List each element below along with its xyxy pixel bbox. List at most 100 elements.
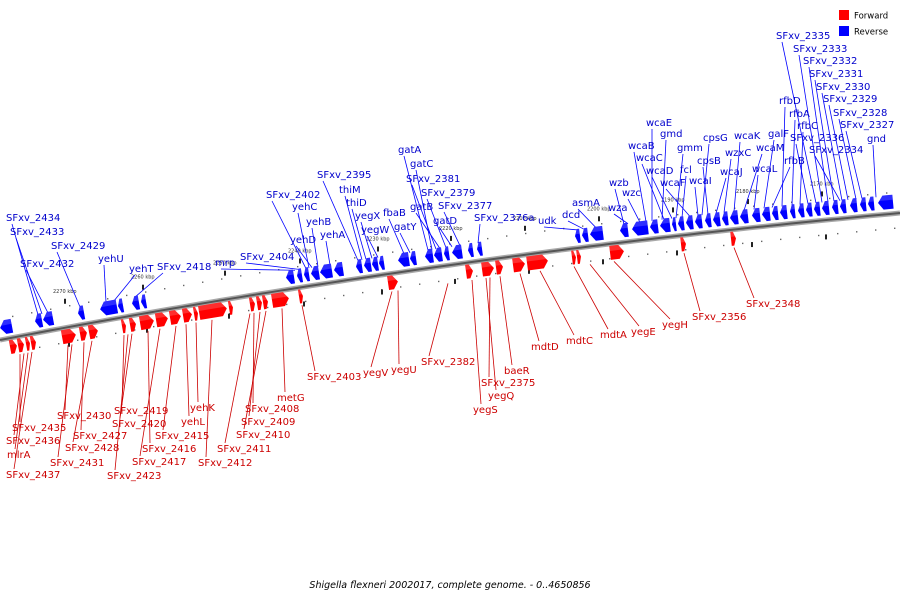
- reverse-gene-arrow: [132, 295, 141, 310]
- reverse-gene-label: SFxv_2328: [833, 108, 887, 119]
- forward-connector-line: [13, 353, 25, 436]
- forward-gene-arrow: [495, 260, 503, 275]
- reverse-gene-arrow: [43, 311, 55, 326]
- forward-gene-arrow: [16, 338, 24, 353]
- scale-dot-upper: [810, 199, 812, 202]
- reverse-connector-line: [845, 130, 863, 199]
- forward-gene-label: yegS: [473, 405, 498, 416]
- reverse-gene-arrow: [660, 217, 671, 233]
- forward-gene-label: metG: [277, 393, 305, 404]
- forward-gene-label: SFxv_2410: [236, 430, 290, 441]
- tick-mark: [142, 284, 144, 290]
- reverse-connector-line: [665, 188, 691, 217]
- scale-dot-lower: [552, 265, 554, 267]
- scale-dot-upper: [411, 248, 413, 251]
- reverse-gene-arrow: [452, 244, 463, 260]
- reverse-gene-arrow: [678, 216, 685, 231]
- forward-gene-arrow: [481, 261, 494, 277]
- reverse-gene-arrow: [379, 255, 386, 270]
- scale-dot-lower: [476, 275, 478, 277]
- reverse-gene-arrow: [410, 250, 417, 266]
- forward-gene-arrow: [181, 308, 192, 323]
- tick-label: 2200 kbp: [587, 206, 611, 212]
- legend-forward-swatch: [839, 10, 849, 20]
- forward-gene-label: SFxv_2375: [481, 378, 535, 389]
- reverse-connector-line: [388, 218, 405, 254]
- scale-dot-upper: [240, 275, 242, 277]
- legend-forward-label: Forward: [854, 12, 888, 22]
- reverse-gene-label: yehT: [129, 264, 154, 275]
- scale-dot-upper: [487, 237, 489, 240]
- scale-dot-upper: [88, 301, 90, 303]
- reverse-gene-arrow: [356, 258, 364, 274]
- forward-gene-arrow-highlight: [198, 302, 227, 312]
- reverse-gene-arrow-highlight: [310, 265, 319, 272]
- scale-dot-lower: [837, 232, 839, 235]
- legend-reverse-swatch: [839, 26, 849, 36]
- reverse-gene-label: wcaE: [646, 118, 672, 129]
- reverse-gene-arrow-highlight: [574, 228, 580, 235]
- forward-gene-label: SFxv_2423: [107, 471, 161, 482]
- reverse-gene-label: gmm: [677, 143, 703, 154]
- scale-dot-upper: [126, 294, 128, 297]
- forward-gene-arrow-highlight: [16, 338, 24, 344]
- scale-dot-upper: [316, 262, 318, 265]
- reverse-gene-label: wzc: [622, 188, 641, 199]
- reverse-gene-arrow: [297, 268, 304, 283]
- reverse-gene-arrow-highlight: [117, 298, 123, 305]
- reverse-gene-label: wcaI: [689, 176, 712, 187]
- reverse-gene-arrow-highlight: [0, 318, 12, 327]
- forward-gene-label: SFxv_2427: [73, 431, 127, 442]
- reverse-connector-line: [651, 176, 673, 219]
- forward-gene-label: SFxv_2437: [6, 470, 60, 481]
- forward-gene-label: SFxv_2415: [155, 431, 209, 442]
- reverse-gene-label: yehC: [292, 202, 317, 213]
- reverse-connector-line: [701, 143, 710, 216]
- reverse-connector-line: [661, 139, 667, 220]
- forward-connector-line: [539, 270, 575, 336]
- reverse-gene-arrow-highlight: [99, 299, 117, 308]
- reverse-gene-label: gmd: [660, 129, 682, 140]
- tick-label: 2260 kbp: [131, 275, 155, 281]
- reverse-gene-label: yehB: [306, 217, 331, 228]
- tick-mark: [672, 207, 674, 213]
- reverse-gene-label: udk: [538, 216, 557, 227]
- reverse-gene-arrow: [868, 196, 875, 211]
- forward-connector-line: [252, 312, 255, 404]
- reverse-gene-label: gatB: [410, 202, 433, 213]
- scale-dot-lower: [305, 300, 307, 303]
- forward-labels-layer: SFxv_2435 SFxv_2436 mlrA SFxv_2437 SFxv_2430…: [6, 299, 800, 482]
- reverse-connector-line: [220, 268, 296, 271]
- scale-dot-upper: [145, 291, 147, 293]
- reverse-gene-label: asmA: [572, 198, 600, 209]
- scale-dot-lower: [134, 329, 136, 331]
- reverse-gene-label: yehD: [290, 235, 316, 246]
- forward-connector-line: [471, 279, 482, 405]
- reverse-gene-arrow: [372, 256, 380, 271]
- reverse-connector-line: [426, 198, 447, 248]
- forward-connector-line: [195, 322, 199, 403]
- reverse-gene-label: gatD: [433, 216, 457, 227]
- tick-mark: [598, 216, 600, 222]
- forward-gene-arrow: [387, 275, 398, 290]
- reverse-connector-line: [799, 131, 804, 205]
- reverse-connector-line: [702, 166, 709, 215]
- tick-mark-lower: [146, 327, 148, 333]
- reverse-gene-label: SFxv_2379: [421, 188, 475, 199]
- reverse-gene-arrow: [695, 214, 703, 229]
- reverse-gene-arrow: [78, 305, 86, 320]
- forward-gene-arrow: [512, 257, 525, 273]
- scale-dot-lower: [77, 339, 79, 341]
- forward-gene-arrow: [29, 335, 36, 350]
- forward-connector-line: [185, 324, 190, 417]
- forward-gene-arrow-highlight: [192, 306, 198, 312]
- scale-dot-upper: [620, 220, 622, 223]
- tick-mark: [299, 258, 301, 264]
- reverse-gene-label: wcaM: [756, 143, 784, 154]
- scale-dot-lower: [628, 255, 630, 258]
- scale-dot-lower: [780, 238, 782, 241]
- forward-connector-line: [485, 278, 497, 391]
- reverse-gene-arrow-highlight: [467, 242, 473, 249]
